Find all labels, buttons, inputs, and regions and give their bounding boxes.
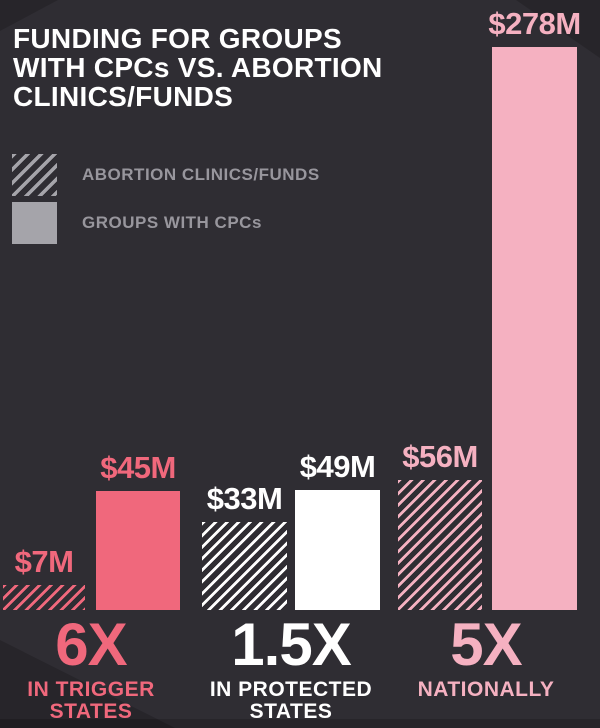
caption-trigger-states-line-0: IN TRIGGER — [27, 678, 155, 701]
bar-nationally-clinics — [398, 480, 482, 610]
bar-value-label-trigger-states-cpcs: $45M — [100, 450, 176, 485]
bar-nationally-cpcs — [492, 47, 577, 610]
bar-trigger-states-cpcs — [96, 491, 180, 610]
bar-value-label-nationally-clinics: $56M — [402, 439, 478, 474]
bar-value-label-protected-states-cpcs: $49M — [299, 449, 376, 484]
bottom-edge-shade — [0, 719, 600, 728]
legend-item-clinics: ABORTION CLINICS/FUNDS — [12, 154, 320, 196]
legend-item-cpcs: GROUPS WITH CPCs — [12, 202, 320, 244]
caption-protected-states-line-0: IN PROTECTED — [209, 678, 373, 701]
caption-trigger-states: IN TRIGGER STATES — [27, 679, 155, 723]
caption-protected-states: IN PROTECTED STATES — [210, 679, 372, 723]
multiplier-trigger-states: 6X — [55, 611, 127, 678]
caption-nationally: NATIONALLY — [418, 679, 555, 701]
bar-value-label-protected-states-clinics: $33M — [206, 481, 283, 516]
hatched-swatch-icon — [12, 154, 57, 196]
bar-protected-states-clinics — [202, 522, 287, 610]
legend-label-1: GROUPS WITH CPCs — [82, 213, 262, 232]
legend-label-0: ABORTION CLINICS/FUNDS — [82, 165, 320, 184]
bar-protected-states-cpcs — [295, 490, 380, 610]
caption-trigger-states-line-1: STATES — [49, 700, 133, 723]
caption-nationally-line-0: NATIONALLY — [417, 678, 555, 701]
legend: ABORTION CLINICS/FUNDS GROUPS WITH CPCs — [12, 154, 320, 250]
chart-title-line-1: FUNDING FOR GROUPS — [13, 23, 342, 54]
solid-swatch-icon — [12, 202, 57, 244]
chart-title-line-3: CLINICS/FUNDS — [13, 81, 234, 112]
chart-title: FUNDING FOR GROUPS WITH CPCs VS. ABORTIO… — [13, 24, 383, 111]
bar-value-label-nationally-cpcs: $278M — [488, 6, 581, 41]
bar-value-label-trigger-states-clinics: $7M — [14, 544, 74, 579]
caption-protected-states-line-1: STATES — [249, 700, 333, 723]
multiplier-protected-states: 1.5X — [231, 611, 351, 678]
multiplier-nationally: 5X — [450, 611, 522, 678]
chart-title-line-2: WITH CPCs VS. ABORTION — [13, 52, 383, 83]
bar-trigger-states-clinics — [3, 585, 85, 610]
